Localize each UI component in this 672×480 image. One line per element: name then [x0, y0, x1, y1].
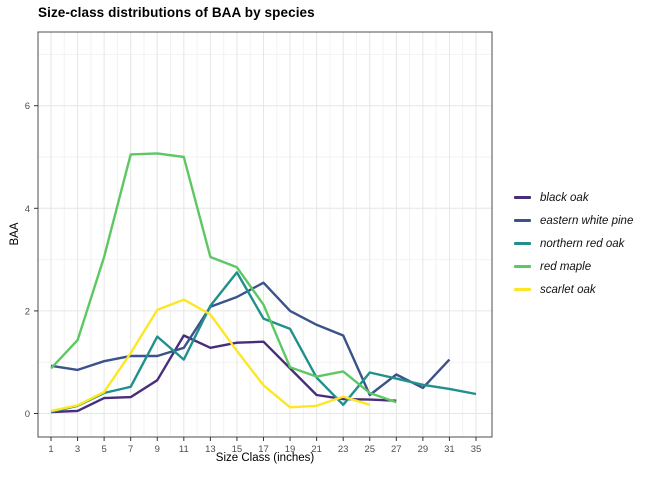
x-tick-label: 13: [205, 444, 216, 455]
x-tick-label: 7: [128, 444, 133, 455]
legend-item-label: red maple: [540, 260, 592, 273]
x-tick-label: 31: [444, 444, 455, 455]
x-tick-label: 29: [418, 444, 429, 455]
legend-item-label: black oak: [540, 191, 589, 204]
x-tick-label: 15: [232, 444, 243, 455]
x-tick-label: 11: [179, 444, 189, 455]
legend-item-label: scarlet oak: [540, 283, 596, 296]
legend-item: red maple: [514, 255, 633, 278]
legend-item: scarlet oak: [514, 278, 633, 301]
x-tick-label: 19: [285, 444, 296, 455]
x-tick-label: 5: [101, 444, 106, 455]
series-line-scarlet-oak: [50, 298, 371, 413]
series-line-red-maple: [50, 152, 397, 404]
x-axis-title: Size Class (inches): [215, 452, 315, 464]
legend-item: eastern white pine: [514, 209, 633, 232]
legend-item: northern red oak: [514, 232, 633, 255]
legend-line-swatch: [514, 219, 531, 222]
y-tick-label: 4: [25, 204, 30, 215]
panel-background: [38, 32, 492, 437]
chart-title: Size-class distributions of BAA by speci…: [38, 5, 315, 20]
x-tick-label: 25: [364, 444, 375, 455]
legend-line-swatch: [514, 288, 531, 291]
y-axis-title: BAA: [9, 222, 21, 246]
x-tick-label: 35: [471, 444, 482, 455]
legend-line-swatch: [514, 265, 531, 268]
x-tick-label: 17: [258, 444, 269, 455]
series-line-northern-red-oak: [50, 271, 477, 414]
x-tick-label: 27: [391, 444, 402, 455]
panel-border: [37, 31, 493, 438]
legend-line-swatch: [514, 242, 531, 245]
legend: black oak eastern white pine northern re…: [514, 186, 633, 301]
series-line-eastern-white-pine: [50, 281, 451, 397]
x-tick-label: 21: [311, 444, 322, 455]
x-tick-label: 9: [155, 444, 160, 455]
legend-item: black oak: [514, 186, 633, 209]
y-tick-label: 0: [25, 409, 30, 420]
x-tick-label: 1: [48, 444, 53, 455]
legend-line-swatch: [514, 196, 531, 199]
x-tick-label: 3: [75, 444, 80, 455]
x-tick-label: 23: [338, 444, 349, 455]
legend-item-label: eastern white pine: [540, 214, 634, 227]
legend-item-label: northern red oak: [540, 237, 625, 250]
y-tick-label: 2: [25, 306, 30, 317]
y-tick-label: 6: [25, 101, 30, 112]
